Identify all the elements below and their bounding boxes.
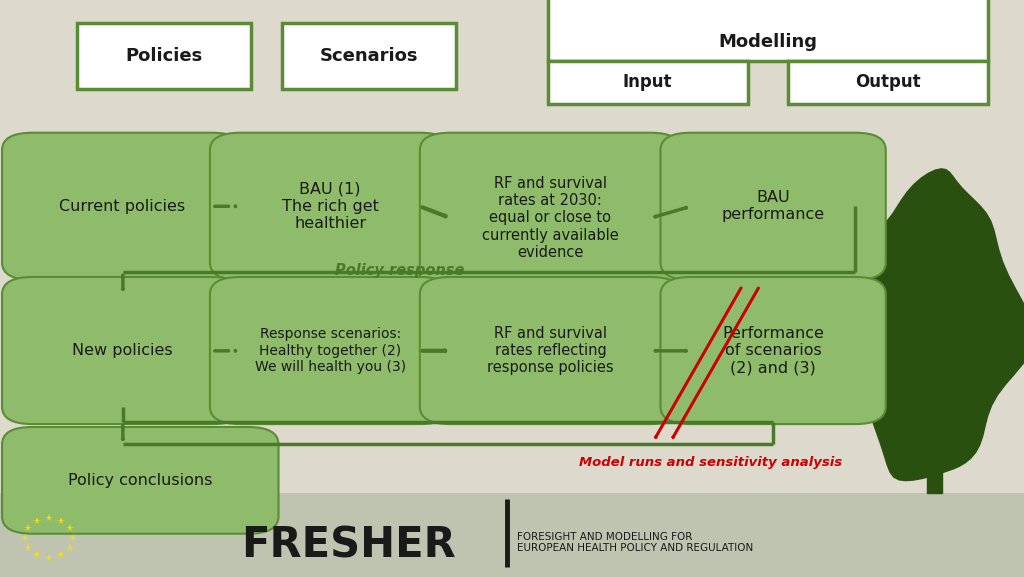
FancyBboxPatch shape (660, 133, 886, 280)
FancyBboxPatch shape (420, 277, 681, 424)
FancyBboxPatch shape (2, 277, 243, 424)
Text: Policy conclusions: Policy conclusions (69, 473, 212, 488)
FancyBboxPatch shape (2, 133, 243, 280)
FancyBboxPatch shape (210, 133, 451, 280)
Polygon shape (866, 169, 1024, 481)
FancyBboxPatch shape (282, 23, 456, 89)
Text: BAU
performance: BAU performance (722, 190, 824, 223)
Text: FORESIGHT AND MODELLING FOR
EUROPEAN HEALTH POLICY AND REGULATION: FORESIGHT AND MODELLING FOR EUROPEAN HEA… (517, 531, 754, 553)
Text: RF and survival
rates at 2030:
equal or close to
currently available
evidence: RF and survival rates at 2030: equal or … (482, 175, 618, 260)
Text: Current policies: Current policies (59, 199, 185, 213)
Text: Model runs and sensitivity analysis: Model runs and sensitivity analysis (579, 456, 842, 469)
FancyBboxPatch shape (788, 61, 988, 104)
Text: Response scenarios:
Healthy together (2)
We will health you (3): Response scenarios: Healthy together (2)… (255, 327, 406, 374)
Text: New policies: New policies (72, 343, 173, 358)
Polygon shape (927, 421, 942, 493)
Text: Performance
of scenarios
(2) and (3): Performance of scenarios (2) and (3) (722, 325, 824, 376)
FancyBboxPatch shape (210, 277, 451, 424)
Text: Policies: Policies (125, 47, 203, 65)
FancyBboxPatch shape (548, 61, 748, 104)
Text: Policy response: Policy response (335, 263, 464, 278)
Text: Modelling: Modelling (719, 33, 817, 51)
Text: Input: Input (623, 73, 673, 91)
FancyBboxPatch shape (420, 133, 681, 303)
FancyBboxPatch shape (2, 427, 279, 534)
Text: BAU (1)
The rich get
healthier: BAU (1) The rich get healthier (282, 181, 379, 231)
Text: RF and survival
rates reflecting
response policies: RF and survival rates reflecting respons… (487, 325, 613, 376)
Text: Output: Output (855, 73, 922, 91)
FancyBboxPatch shape (660, 277, 886, 424)
FancyBboxPatch shape (77, 23, 251, 89)
Text: FRESHER: FRESHER (241, 524, 456, 566)
Text: Scenarios: Scenarios (319, 47, 418, 65)
FancyBboxPatch shape (0, 493, 1024, 577)
FancyBboxPatch shape (548, 0, 988, 61)
